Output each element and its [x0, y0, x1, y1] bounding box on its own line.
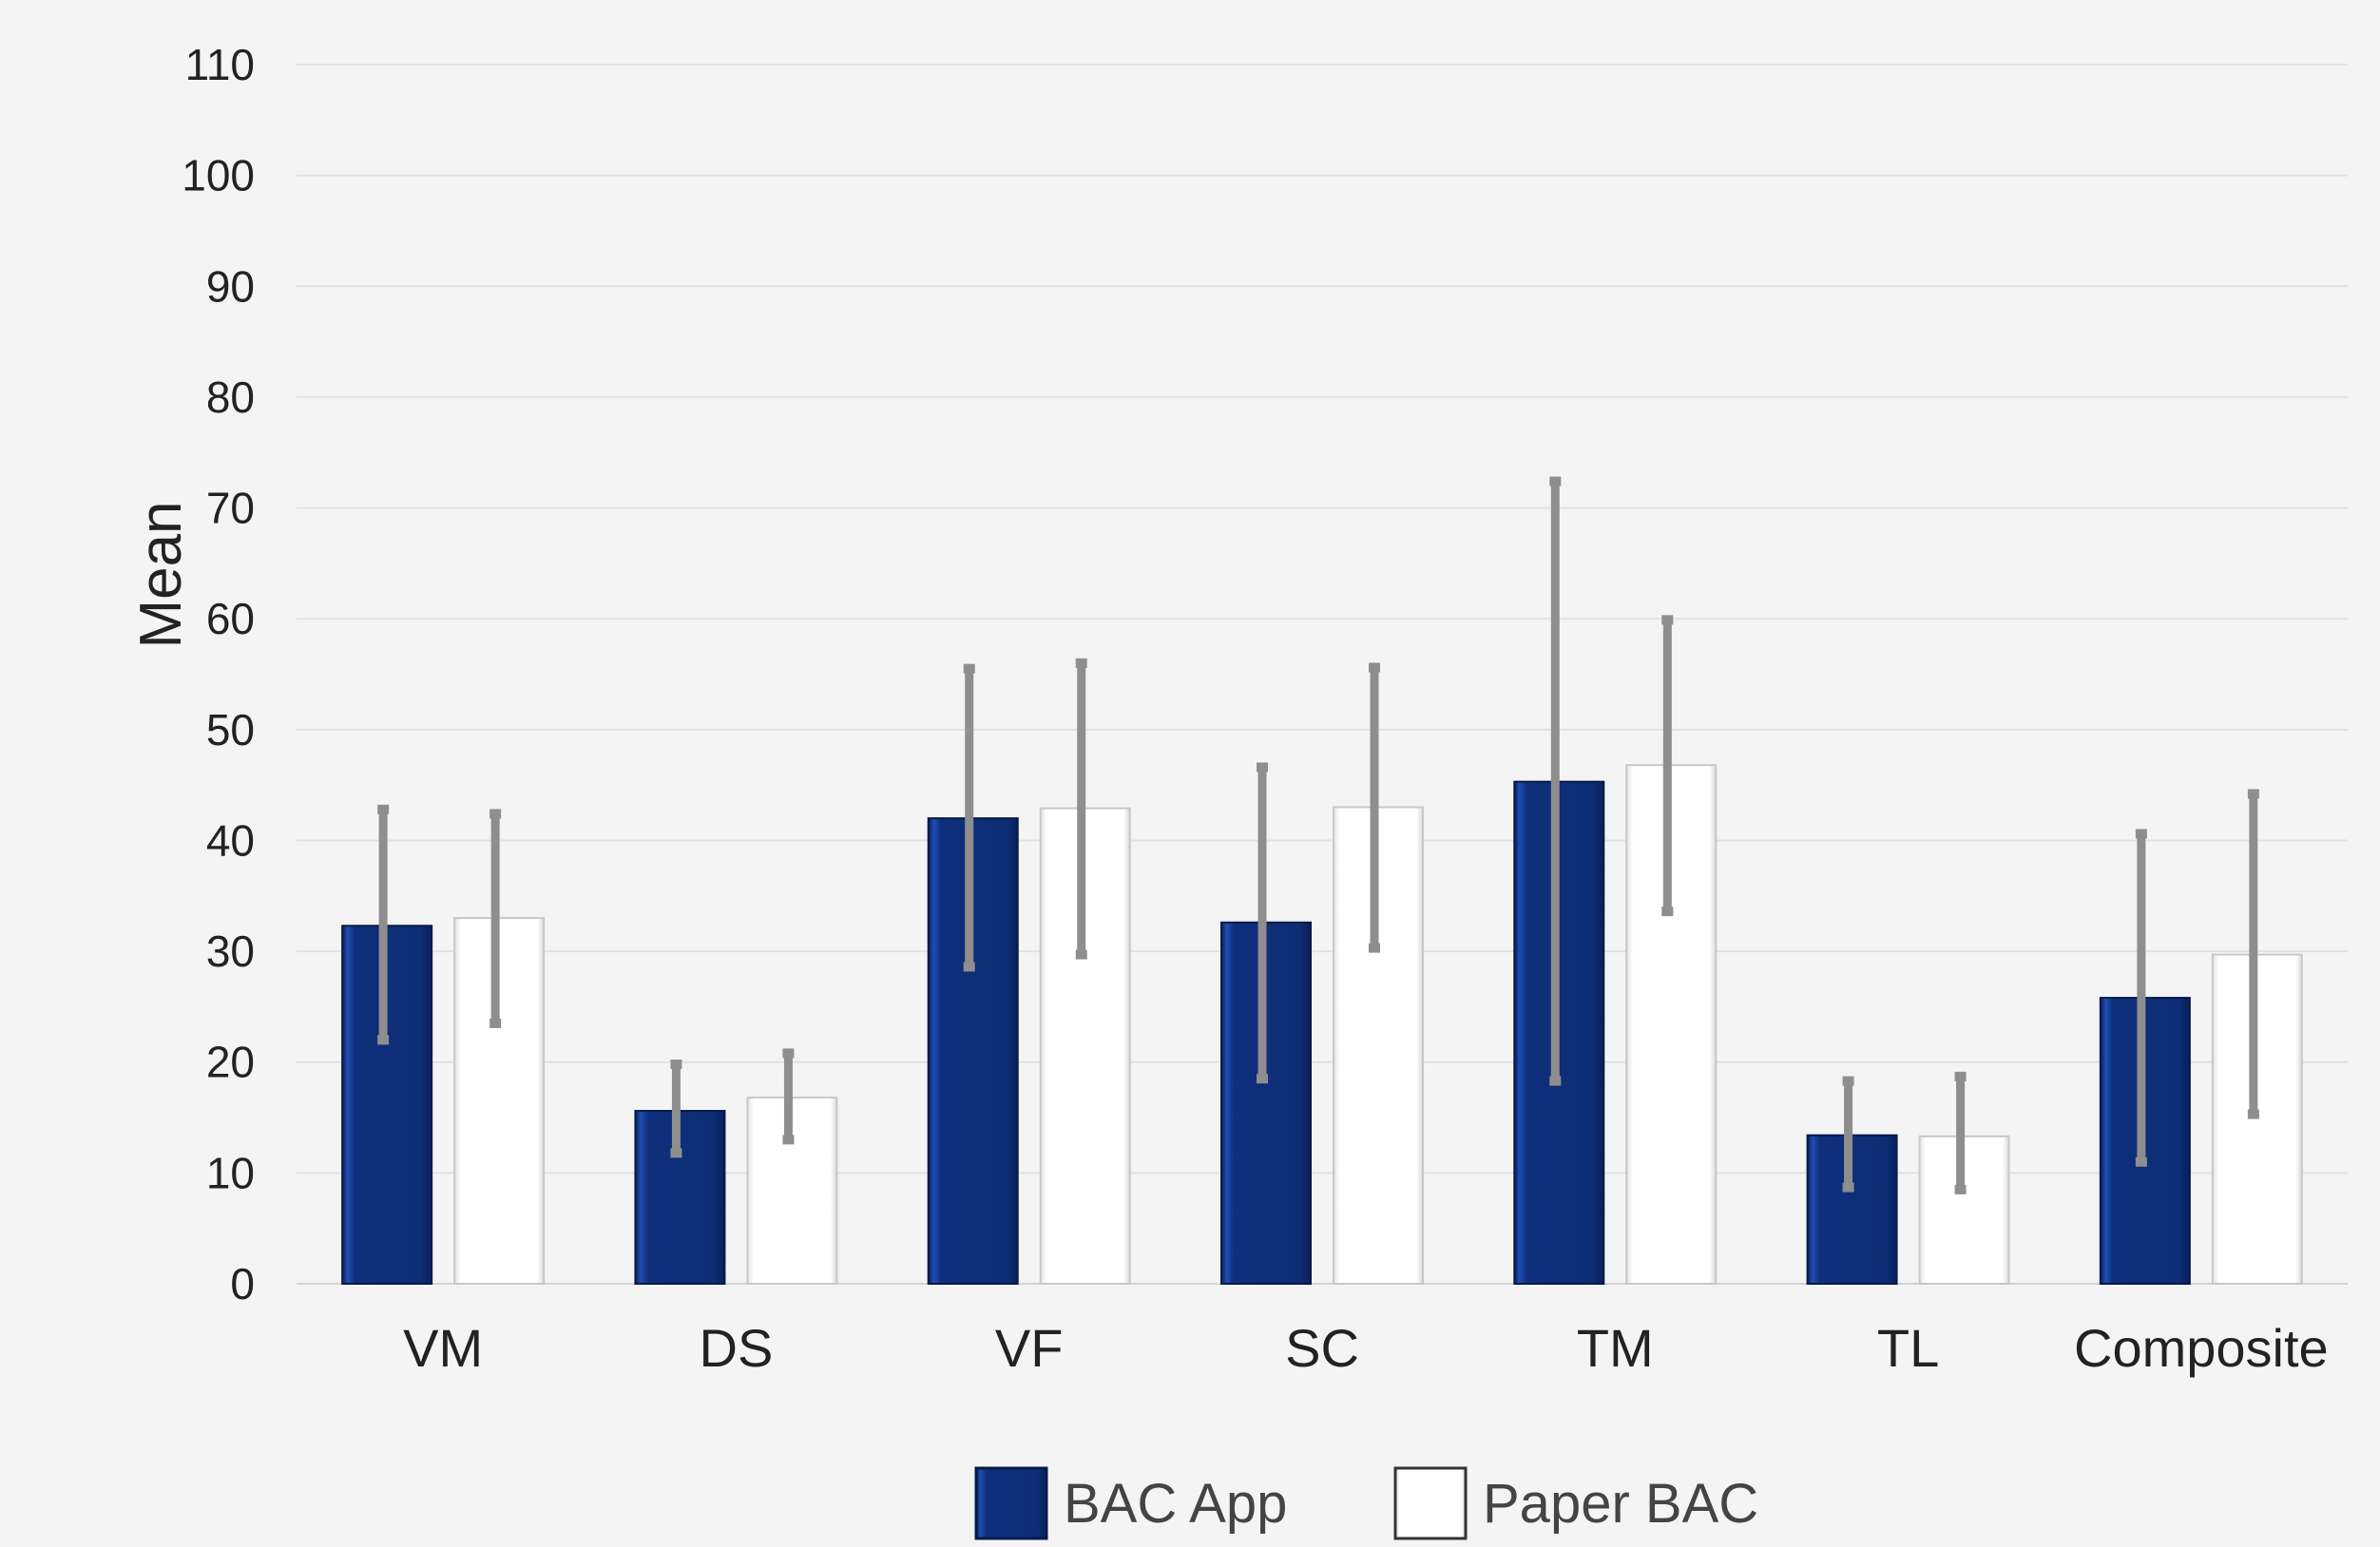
- legend: BAC App Paper BAC: [974, 1466, 1758, 1540]
- x-axis-tick-labels: VM DS VF SC TM TL Composite: [403, 1318, 2329, 1378]
- error-cap-bottom: [2247, 1109, 2259, 1119]
- error-cap-bottom: [489, 1018, 502, 1028]
- y-axis-tick-labels: 0 10 20 30 40 50 60 70 80 90 100 110: [182, 40, 255, 1308]
- x-tick-label: DS: [700, 1318, 774, 1378]
- y-tick-label: 40: [206, 815, 255, 865]
- error-cap-top: [1257, 762, 1268, 773]
- y-tick-label: 10: [206, 1148, 255, 1197]
- legend-label: BAC App: [1064, 1473, 1287, 1535]
- x-tick-label: VF: [995, 1318, 1064, 1378]
- error-cap-bottom: [1954, 1184, 1967, 1194]
- error-cap-top: [1549, 476, 1562, 487]
- error-cap-bottom: [782, 1135, 795, 1145]
- y-tick-label: 110: [185, 40, 255, 89]
- y-tick-label: 100: [182, 151, 255, 201]
- y-tick-label: 50: [206, 705, 255, 754]
- x-tick-label: VM: [403, 1318, 483, 1378]
- y-tick-label: 70: [206, 484, 255, 533]
- error-cap-bottom: [377, 1035, 390, 1045]
- error-cap-top: [489, 809, 502, 819]
- y-tick-label: 0: [230, 1259, 255, 1308]
- y-tick-label: 20: [206, 1038, 255, 1087]
- error-cap-top: [1369, 662, 1380, 673]
- error-cap-bottom: [1369, 943, 1380, 953]
- legend-swatch-bac-app: [974, 1466, 1048, 1540]
- x-tick-label: TM: [1577, 1318, 1654, 1378]
- y-tick-label: 90: [206, 261, 255, 311]
- error-cap-top: [670, 1060, 682, 1070]
- error-cap-top: [377, 804, 390, 814]
- error-cap-top: [1842, 1076, 1854, 1086]
- error-cap-top: [782, 1048, 795, 1059]
- x-tick-label: SC: [1285, 1318, 1359, 1378]
- legend-label: Paper BAC: [1483, 1473, 1758, 1535]
- error-bars: [377, 476, 2259, 1194]
- gridlines: [297, 64, 2348, 1285]
- error-cap-top: [2135, 829, 2147, 839]
- error-cap-bottom: [670, 1148, 682, 1158]
- y-tick-label: 80: [206, 372, 255, 422]
- legend-swatch-paper-bac: [1393, 1466, 1468, 1540]
- error-cap-bottom: [963, 962, 975, 972]
- bars: [341, 764, 2303, 1286]
- error-cap-top: [1661, 615, 1674, 625]
- y-axis-label: Mean: [128, 501, 194, 648]
- error-cap-bottom: [1257, 1074, 1268, 1084]
- error-cap-top: [2247, 789, 2259, 799]
- error-cap-bottom: [2135, 1156, 2147, 1167]
- x-tick-label: Composite: [2074, 1318, 2329, 1378]
- y-tick-label: 60: [206, 594, 255, 643]
- error-cap-bottom: [1842, 1182, 1854, 1193]
- error-cap-top: [1075, 658, 1087, 668]
- error-cap-bottom: [1661, 907, 1674, 917]
- error-cap-top: [1954, 1071, 1967, 1081]
- error-cap-top: [963, 663, 975, 674]
- error-cap-bottom: [1549, 1076, 1562, 1086]
- y-tick-label: 30: [206, 926, 255, 976]
- error-cap-bottom: [1075, 949, 1087, 960]
- x-tick-label: TL: [1877, 1318, 1939, 1378]
